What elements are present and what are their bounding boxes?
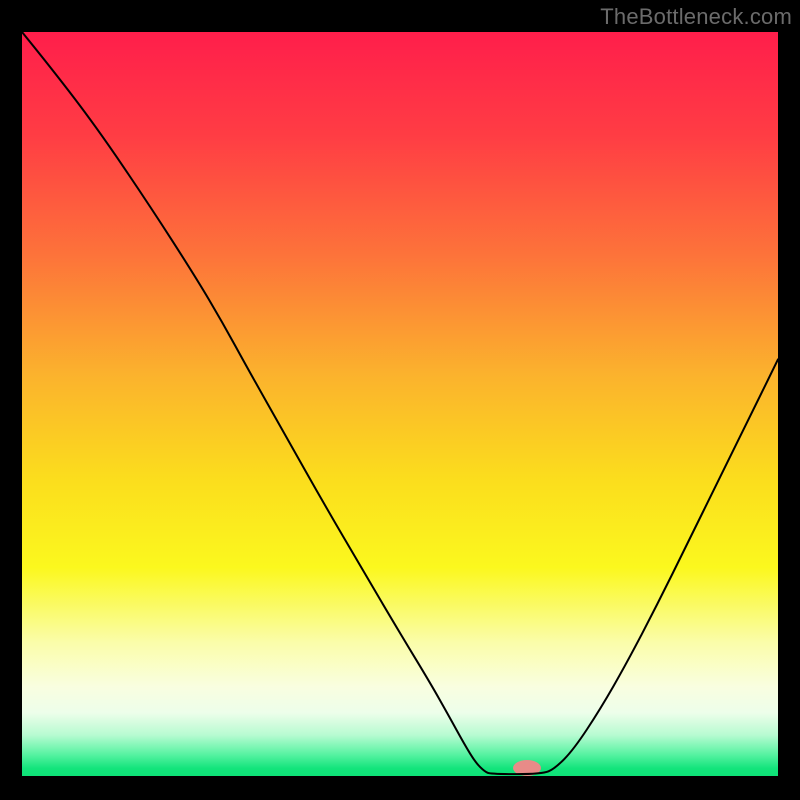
chart-frame: TheBottleneck.com — [0, 0, 800, 800]
plot-area — [22, 32, 778, 776]
watermark-text: TheBottleneck.com — [600, 4, 792, 30]
gradient-background — [22, 32, 778, 776]
bottleneck-chart — [22, 32, 778, 776]
